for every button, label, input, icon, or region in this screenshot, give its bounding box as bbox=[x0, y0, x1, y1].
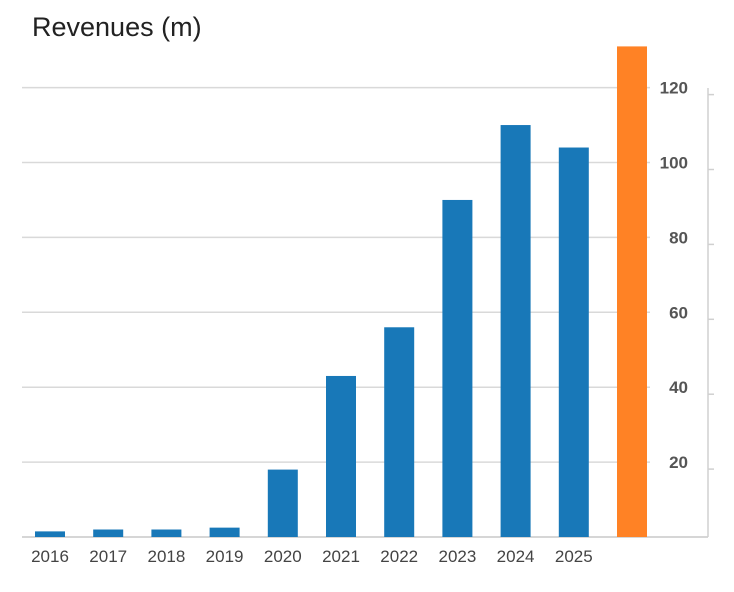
bar-2023 bbox=[442, 199, 473, 537]
x-tick-label-2025: 2025 bbox=[555, 547, 593, 566]
x-tick-label-2023: 2023 bbox=[438, 547, 476, 566]
bar-2018 bbox=[151, 529, 182, 537]
bar-2017 bbox=[93, 529, 124, 537]
x-tick-label-2021: 2021 bbox=[322, 547, 360, 566]
y-tick-label-20: 20 bbox=[669, 453, 688, 472]
y-tick-label-120: 120 bbox=[660, 79, 688, 98]
bars bbox=[35, 46, 647, 538]
bar-2021 bbox=[326, 375, 356, 537]
x-tick-label-2024: 2024 bbox=[497, 547, 535, 566]
y-tick-label-80: 80 bbox=[669, 228, 688, 247]
bar-2020 bbox=[267, 469, 298, 537]
bar-2022 bbox=[384, 327, 415, 537]
x-tick-label-2022: 2022 bbox=[380, 547, 418, 566]
x-tick-label-2016: 2016 bbox=[31, 547, 69, 566]
y-axis: 20 40 60 80 100 120 bbox=[660, 79, 714, 537]
x-tick-label-2020: 2020 bbox=[264, 547, 302, 566]
y-tick-label-100: 100 bbox=[660, 154, 688, 173]
bar-2024 bbox=[500, 125, 531, 538]
x-tick-label-2017: 2017 bbox=[89, 547, 127, 566]
chart-title: Revenues (m) bbox=[32, 12, 202, 42]
y-tick-label-60: 60 bbox=[669, 303, 688, 322]
x-tick-label-2019: 2019 bbox=[206, 547, 244, 566]
gridlines bbox=[22, 86, 708, 538]
bar-2016 bbox=[35, 531, 65, 537]
x-tick-label-2018: 2018 bbox=[147, 547, 185, 566]
bar-2025 bbox=[558, 147, 589, 537]
x-axis-labels: 2016 2017 2018 2019 2020 2021 2022 2023 2024 2025 bbox=[31, 547, 593, 566]
bar-2019 bbox=[209, 527, 240, 537]
y-tick-label-40: 40 bbox=[669, 378, 688, 397]
bar-forecast bbox=[617, 46, 647, 537]
